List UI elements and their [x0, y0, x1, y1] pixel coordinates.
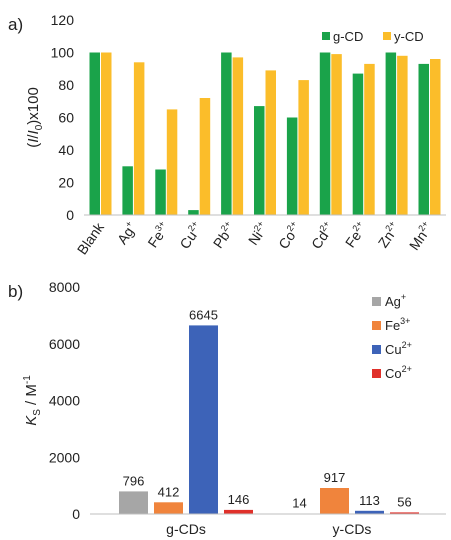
- bar-g-CD-8: [352, 73, 364, 215]
- bar-g-CD-1: [122, 166, 133, 216]
- y-tick-label: 6000: [49, 336, 80, 352]
- data-label: 917: [324, 470, 346, 485]
- y-tick-label: 80: [58, 77, 74, 93]
- legend-a: g-CD y-CD: [322, 29, 424, 44]
- y-axis-title: (I/I0)x100: [25, 87, 45, 148]
- x-tick-label: Co2+: [274, 219, 304, 252]
- bar-Ag-g-CDs: [119, 491, 148, 514]
- bar-y-CD-5: [265, 70, 276, 216]
- bar-Fe-y-CDs: [320, 488, 349, 514]
- legend-label-Fe: Fe3+: [385, 316, 410, 333]
- legend-b: Ag+ Fe3+ Cu2+ Co2+: [372, 292, 412, 381]
- data-label: 6645: [189, 307, 218, 322]
- legend-swatch-Ag: [372, 297, 381, 306]
- y-tick-label: 100: [51, 45, 75, 61]
- y-axis-title: KS / M-1: [22, 375, 43, 426]
- bar-y-CD-1: [133, 62, 145, 216]
- bar-Co-y-CDs: [390, 512, 419, 514]
- bar-g-CD-9: [385, 52, 397, 215]
- legend-swatch-y-CD: [383, 32, 391, 40]
- data-label: 146: [228, 492, 250, 507]
- x-tick-label: g-CDs: [166, 521, 206, 537]
- chart-panel-b: b) 0 2000 4000 6000 8000 KS / M-1 796 14 412 917 66…: [8, 279, 446, 537]
- bar-g-CD-4: [221, 52, 232, 215]
- x-tick-label: Zn2+: [374, 219, 403, 251]
- bar-g-CD-2: [155, 169, 166, 215]
- x-tick-label: Blank: [74, 219, 108, 258]
- legend-label-Cu: Cu2+: [385, 340, 412, 357]
- bar-g-CD-7: [319, 52, 331, 215]
- data-label: 796: [123, 473, 145, 488]
- data-label: 14: [292, 496, 306, 511]
- x-tick-label: y-CDs: [333, 521, 372, 537]
- bar-y-CD-6: [298, 80, 309, 215]
- bar-Cu-g-CDs: [189, 325, 218, 514]
- x-tick-label: Mn2+: [405, 219, 436, 253]
- bar-y-CD-8: [364, 63, 375, 216]
- x-tick-label: Ni2+: [244, 219, 271, 248]
- bar-y-CD-4: [232, 57, 244, 216]
- bar-y-CD-10: [430, 59, 441, 215]
- bar-y-CD-3: [199, 98, 211, 215]
- y-tick-label: 60: [58, 110, 74, 126]
- y-tick-label: 20: [58, 175, 74, 191]
- legend-swatch-g-CD: [322, 32, 330, 40]
- x-tick-label: Pb2+: [209, 219, 239, 251]
- y-tick-label: 0: [72, 506, 80, 522]
- legend-label-Ag: Ag+: [385, 292, 406, 309]
- panel-label-b: b): [8, 282, 23, 301]
- legend-label-g-CD: g-CD: [333, 29, 363, 44]
- x-tick-label: Ag+: [113, 219, 140, 247]
- x-tick-label: Cd2+: [307, 219, 337, 252]
- bar-g-CD-3: [188, 210, 199, 215]
- data-label: 412: [158, 484, 180, 499]
- x-tick-label: Fe3+: [144, 219, 173, 251]
- x-tick-label: Cu2+: [176, 219, 206, 252]
- legend-swatch-Fe: [372, 321, 381, 330]
- legend-swatch-Co: [372, 369, 381, 378]
- bar-y-CD-2: [166, 109, 178, 215]
- bar-g-CD-10: [418, 63, 429, 216]
- bar-g-CD-5: [254, 106, 265, 215]
- bar-g-CD-0: [89, 52, 100, 215]
- panel-label-a: a): [8, 15, 23, 34]
- legend-label-y-CD: y-CD: [394, 29, 424, 44]
- bar-Cu-y-CDs: [355, 510, 384, 514]
- legend-label-Co: Co2+: [385, 364, 412, 381]
- x-tick-label: Fe2+: [341, 219, 370, 251]
- y-tick-label: 40: [58, 142, 74, 158]
- y-tick-label: 120: [51, 12, 75, 28]
- bar-y-CD-9: [397, 55, 408, 216]
- bar-Co-g-CDs: [224, 509, 253, 514]
- y-tick-label: 0: [66, 207, 74, 223]
- data-label: 113: [359, 493, 380, 508]
- bar-g-CD-6: [286, 117, 298, 215]
- y-tick-label: 2000: [49, 449, 80, 465]
- y-tick-label: 4000: [49, 393, 80, 409]
- data-label: 56: [397, 494, 411, 509]
- bar-y-CD-7: [331, 54, 342, 215]
- bar-y-CD-0: [101, 52, 112, 215]
- bar-Fe-g-CDs: [154, 502, 183, 514]
- legend-swatch-Cu: [372, 345, 381, 354]
- y-tick-label: 8000: [49, 279, 80, 295]
